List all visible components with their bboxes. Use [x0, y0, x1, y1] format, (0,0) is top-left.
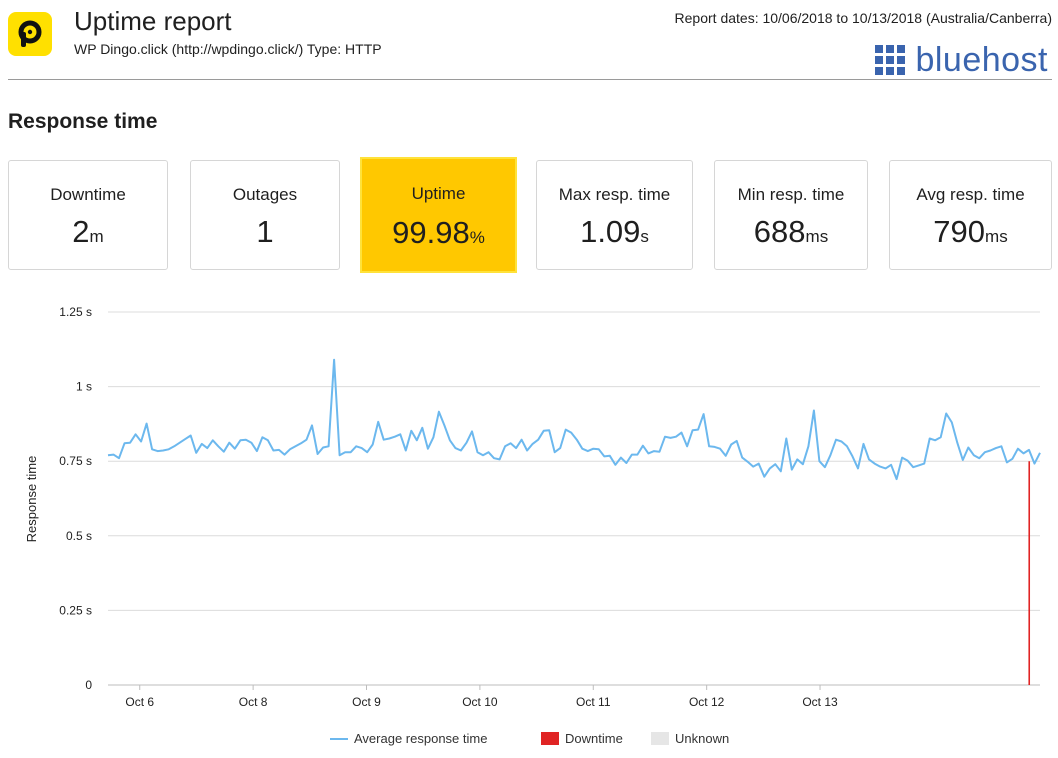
- legend-label: Downtime: [565, 731, 623, 746]
- card-label: Max resp. time: [558, 185, 671, 204]
- y-tick-label: 1 s: [76, 380, 92, 394]
- card-max-resp-time: Max resp. time 1.09s: [536, 160, 693, 270]
- y-tick-label: 0.5 s: [66, 529, 92, 543]
- card-label: Uptime: [411, 184, 466, 203]
- x-tick-label: Oct 13: [802, 695, 838, 709]
- card-value: 790ms: [933, 214, 1008, 249]
- card-value: 99.98%: [392, 215, 485, 250]
- x-tick-label: Oct 11: [576, 695, 611, 709]
- card-unit: ms: [805, 227, 829, 246]
- card-label: Avg resp. time: [916, 185, 1025, 204]
- x-tick-label: Oct 9: [352, 695, 381, 709]
- brand-name: bluehost: [915, 41, 1048, 79]
- card-label: Min resp. time: [737, 185, 845, 204]
- card-avg-resp-time: Avg resp. time 790ms: [889, 160, 1052, 270]
- report-title: Uptime report: [74, 6, 232, 36]
- header-divider: [8, 79, 1052, 80]
- x-axis-ticks: Oct 6 Oct 8 Oct 9 Oct 10 Oct 11 Oct 12 Oct 13: [125, 685, 838, 709]
- report-subtitle: WP Dingo.click (http://wpdingo.click/) T…: [74, 41, 382, 57]
- brand-grid-icon: [875, 45, 906, 75]
- y-tick-label: 1.25 s: [59, 305, 92, 319]
- card-min-resp-time: Min resp. time 688ms: [714, 160, 868, 270]
- y-tick-label: 0: [85, 678, 92, 692]
- x-tick-label: Oct 8: [239, 695, 268, 709]
- card-unit: %: [469, 228, 485, 247]
- card-label: Downtime: [50, 185, 126, 204]
- card-uptime: Uptime 99.98%: [360, 157, 517, 273]
- y-axis-label: Response time: [24, 456, 39, 543]
- legend-item-unknown[interactable]: Unknown: [651, 731, 729, 746]
- chart-grid: [108, 311, 1040, 686]
- legend-label: Average response time: [354, 731, 488, 746]
- card-value: 2m: [72, 214, 104, 249]
- legend-item-downtime[interactable]: Downtime: [541, 731, 623, 746]
- chart-legend: Average response time Downtime Unknown: [0, 731, 1058, 751]
- legend-line-icon: [330, 737, 348, 740]
- section-title: Response time: [8, 110, 158, 133]
- logo-p-icon: [18, 20, 42, 47]
- card-value: 688ms: [753, 214, 829, 249]
- legend-item-average[interactable]: Average response time: [330, 731, 487, 746]
- card-value: 1.09s: [580, 214, 649, 249]
- series-layer: [107, 358, 1041, 481]
- series-line-average-response-time: [107, 358, 1041, 481]
- x-tick-label: Oct 12: [689, 695, 725, 709]
- brand-logo: bluehost: [875, 42, 1048, 78]
- y-tick-label: 0.75 s: [59, 454, 92, 468]
- report-dates: Report dates: 10/06/2018 to 10/13/2018 (…: [674, 10, 1052, 26]
- response-time-chart: 00.25 s0.5 s0.75 s1 s1.25 s Oct 6 Oct 8 Oc…: [24, 305, 1041, 709]
- card-unit: ms: [985, 227, 1008, 246]
- card-value: 1: [256, 214, 274, 249]
- card-label: Outages: [232, 185, 298, 204]
- legend-swatch-icon: [541, 732, 559, 745]
- logo-badge: [8, 12, 52, 56]
- x-tick-label: Oct 6: [125, 695, 154, 709]
- card-unit: s: [640, 227, 649, 246]
- legend-label: Unknown: [675, 731, 730, 746]
- card-downtime: Downtime 2m: [8, 160, 168, 270]
- card-outages: Outages 1: [190, 160, 340, 270]
- y-axis-ticks: 0 0.25 s 0.5 s 0.75 s 1 s 1.25 s: [59, 305, 92, 692]
- y-tick-label: 0.25 s: [59, 603, 92, 617]
- legend-swatch-icon: [651, 732, 669, 745]
- x-tick-label: Oct 10: [462, 695, 498, 709]
- card-unit: m: [89, 227, 104, 246]
